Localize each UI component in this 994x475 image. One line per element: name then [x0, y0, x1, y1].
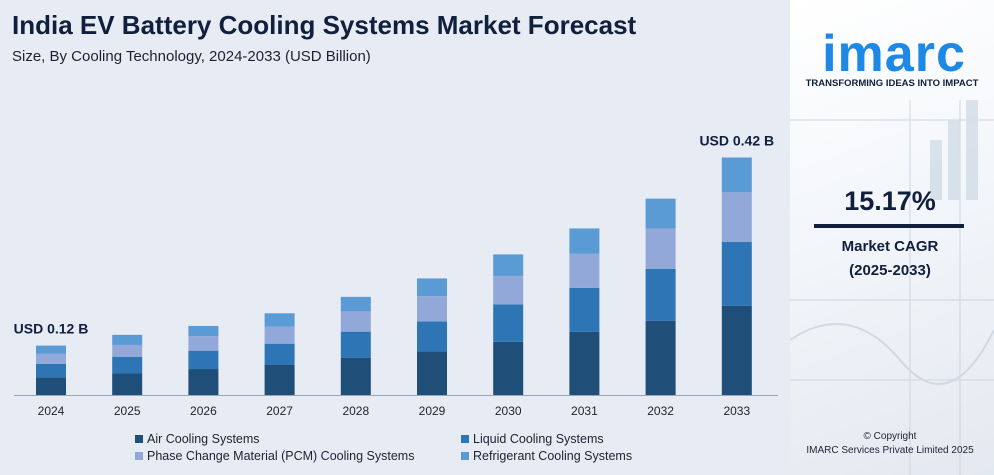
- chart-area: India EV Battery Cooling Systems Market …: [12, 10, 778, 463]
- bar-segment-2030-series-1: [493, 304, 524, 342]
- bar-segment-2025-series-3: [112, 334, 143, 345]
- bar-segment-2033-series-0: [721, 305, 752, 395]
- bar-segment-2026-series-2: [188, 336, 219, 351]
- cagr-period: (2025-2033): [849, 262, 931, 279]
- bar-segment-2032-series-3: [645, 198, 676, 229]
- bar-segment-2033-series-1: [721, 241, 752, 306]
- x-tick-label: 2024: [38, 404, 65, 418]
- legend-swatch: [135, 435, 143, 443]
- bar-segment-2027-series-0: [264, 364, 295, 395]
- legend-label: Liquid Cooling Systems: [473, 432, 604, 446]
- cagr-value: 15.17%: [844, 186, 936, 216]
- x-tick-label: 2032: [647, 404, 674, 418]
- bar-segment-2027-series-1: [264, 343, 295, 365]
- bar-segment-2030-series-3: [493, 254, 524, 276]
- x-tick-label: 2028: [342, 404, 369, 418]
- x-tick-label: 2027: [266, 404, 293, 418]
- x-tick-label: 2026: [190, 404, 217, 418]
- bar-segment-2031-series-0: [569, 331, 600, 395]
- bar-segment-2026-series-1: [188, 350, 219, 370]
- chart-title: India EV Battery Cooling Systems Market …: [12, 10, 637, 40]
- legend-item-liquid-cooling: Liquid Cooling Systems: [461, 432, 661, 446]
- bar-segment-2029-series-0: [417, 351, 447, 395]
- copyright-line: © Copyright: [863, 431, 917, 442]
- bar-segment-2029-series-3: [417, 278, 447, 297]
- chart-subtitle: Size, By Cooling Technology, 2024-2033 (…: [12, 48, 371, 65]
- x-tick-label: 2031: [571, 404, 598, 418]
- legend-item-pcm-cooling: Phase Change Material (PCM) Cooling Syst…: [135, 449, 461, 463]
- bar-segment-2030-series-2: [493, 275, 524, 305]
- bar-segment-2024-series-2: [36, 353, 66, 364]
- bar-segment-2032-series-1: [645, 268, 676, 321]
- logo-tagline: TRANSFORMING IDEAS INTO IMPACT: [805, 78, 979, 89]
- bar-segment-2033-series-2: [721, 192, 752, 242]
- bar-segment-2026-series-3: [188, 325, 219, 337]
- bar-chart: 2024 2025 2026 2027 2028 2029 2030 2031 2032 2033…: [14, 133, 778, 418]
- legend-item-refrigerant-cooling: Refrigerant Cooling Systems: [461, 449, 661, 463]
- sidebar-panel: imarc TRANSFORMING IDEAS INTO IMPACT 15.…: [790, 0, 994, 475]
- bar-total-label: USD 0.12 B: [14, 321, 89, 337]
- bar-segment-2028-series-0: [340, 357, 371, 395]
- bar-segment-2025-series-0: [112, 373, 143, 395]
- bar-segment-2028-series-2: [340, 311, 371, 332]
- copyright-text: © Copyright IMARC Services Private Limit…: [790, 430, 990, 458]
- x-tick-label: 2025: [114, 404, 141, 418]
- bar-segment-2029-series-2: [417, 296, 447, 322]
- bar-segment-2030-series-0: [493, 341, 524, 395]
- bar-segment-2032-series-2: [645, 228, 676, 269]
- x-tick-label: 2030: [495, 404, 522, 418]
- legend-label: Air Cooling Systems: [147, 432, 260, 446]
- background-graphic: [790, 100, 994, 475]
- bar-total-label: USD 0.42 B: [699, 133, 774, 149]
- chart-legend: Air Cooling Systems Liquid Cooling Syste…: [135, 432, 655, 463]
- legend-item-air-cooling: Air Cooling Systems: [135, 432, 461, 446]
- bar-segment-2031-series-1: [569, 287, 600, 332]
- bar-segment-2025-series-1: [112, 357, 143, 374]
- legend-label: Refrigerant Cooling Systems: [473, 449, 633, 463]
- legend-swatch: [135, 452, 143, 460]
- bar-segment-2028-series-1: [340, 331, 371, 358]
- bar-segment-2032-series-0: [645, 320, 676, 395]
- bar-segment-2024-series-3: [36, 345, 66, 354]
- bar-segment-2031-series-3: [569, 228, 600, 254]
- bar-segment-2024-series-1: [36, 363, 66, 378]
- legend-swatch: [461, 435, 469, 443]
- bar-segment-2025-series-2: [112, 344, 143, 357]
- imarc-logo: imarc: [822, 25, 966, 83]
- bar-segment-2033-series-3: [721, 157, 752, 193]
- cagr-divider: [814, 224, 964, 228]
- bar-segment-2029-series-1: [417, 321, 447, 352]
- bar-segment-2031-series-2: [569, 253, 600, 288]
- cagr-label: Market CAGR: [841, 238, 939, 255]
- bar-segment-2028-series-3: [340, 296, 371, 312]
- bar-segment-2024-series-0: [36, 377, 66, 395]
- bar-segment-2027-series-3: [264, 313, 295, 327]
- legend-label: Phase Change Material (PCM) Cooling Syst…: [147, 449, 415, 463]
- bar-segment-2027-series-2: [264, 326, 295, 344]
- legend-swatch: [461, 452, 469, 460]
- x-tick-label: 2033: [723, 404, 750, 418]
- x-tick-label: 2029: [419, 404, 446, 418]
- copyright-line: IMARC Services Private Limited 2025: [806, 445, 974, 456]
- bar-segment-2026-series-0: [188, 369, 219, 395]
